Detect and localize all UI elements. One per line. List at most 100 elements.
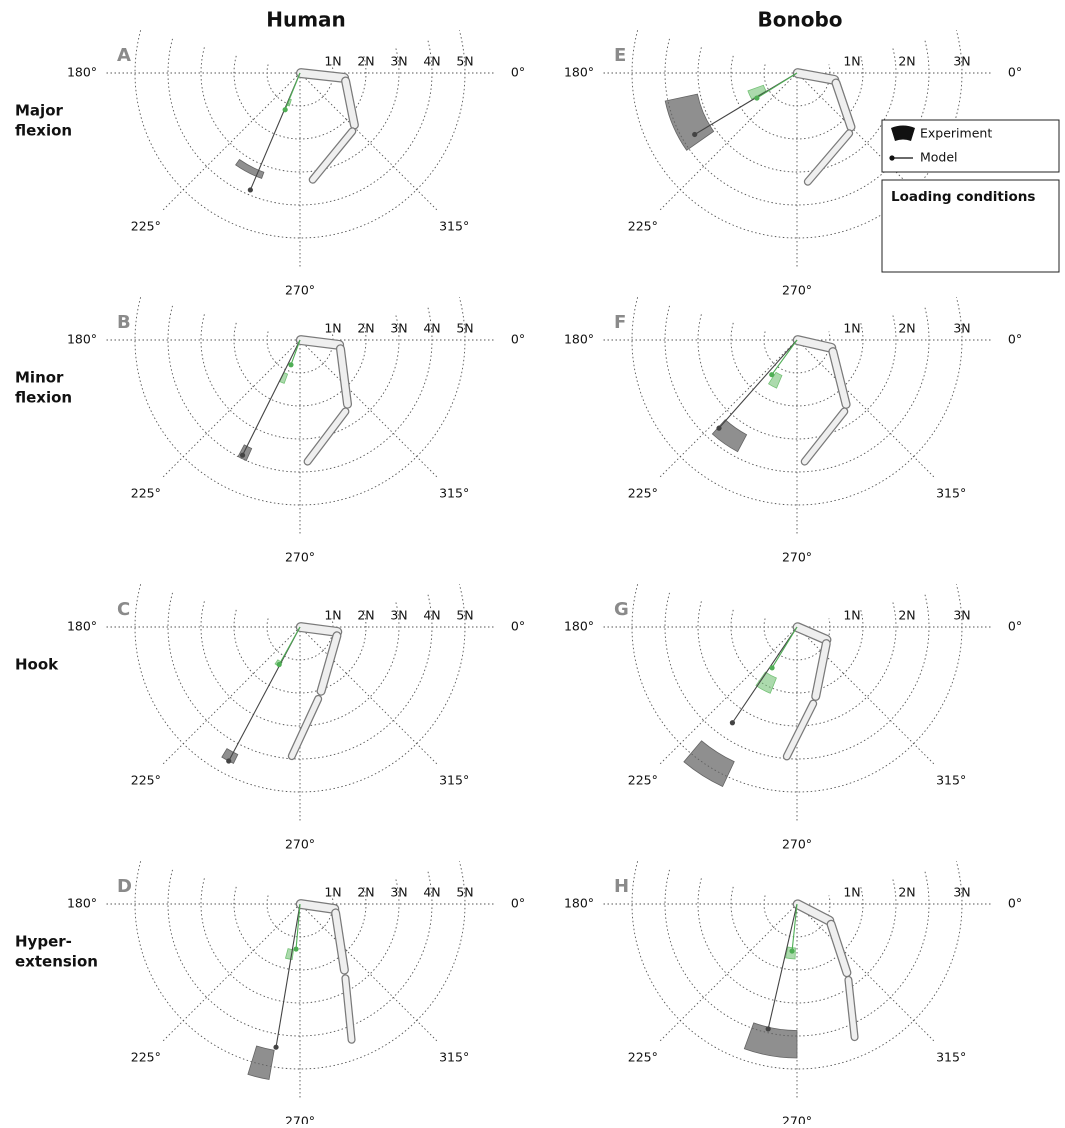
model-point: [716, 426, 721, 431]
bone: [301, 340, 339, 345]
panel-letter: D: [117, 876, 132, 897]
angle-label: 180°: [67, 619, 97, 634]
radial-tick-label: 1N: [324, 885, 341, 900]
radial-tick-label: 2N: [898, 54, 915, 69]
radial-tick-label: 5N: [456, 885, 473, 900]
angle-label: 0°: [1008, 65, 1022, 80]
panel-letter: H: [614, 876, 629, 897]
angle-label: 270°: [285, 837, 315, 852]
experiment-wedge: [248, 1046, 274, 1079]
bone: [301, 904, 335, 909]
angle-label: 0°: [511, 896, 525, 911]
angle-label: 315°: [439, 1050, 469, 1065]
model-point: [766, 1026, 771, 1031]
bone: [836, 83, 851, 127]
experiment-wedge: [684, 741, 734, 787]
legend: Experiment Model Loading conditions: [882, 120, 1059, 272]
model-line: [768, 904, 797, 1029]
bone: [798, 340, 832, 348]
polar-panel: 180°225°270°315°0°1N2N3NH: [564, 861, 1022, 1124]
radial-tick-label: 1N: [324, 321, 341, 336]
radial-tick-label: 2N: [898, 608, 915, 623]
model-point: [789, 948, 794, 953]
radial-tick-label: 1N: [843, 321, 860, 336]
panel-letter: G: [614, 599, 629, 620]
radial-tick-label: 3N: [953, 321, 970, 336]
angle-label: 180°: [67, 65, 97, 80]
panel-letter: F: [614, 312, 626, 333]
bone: [848, 980, 854, 1037]
bone: [308, 411, 346, 461]
angle-label: 225°: [131, 773, 161, 788]
model-point: [277, 662, 282, 667]
radial-tick-label: 2N: [357, 54, 374, 69]
model-point: [240, 453, 245, 458]
angle-label: 225°: [628, 219, 658, 234]
model-line: [243, 340, 300, 455]
grid-spoke: [659, 340, 797, 478]
panel-letter: A: [117, 45, 131, 66]
model-point: [273, 1045, 278, 1050]
experiment-wedge: [665, 94, 713, 150]
radial-tick-label: 2N: [898, 885, 915, 900]
polar-panel: 180°225°270°315°0°1N2N3NG: [564, 584, 1022, 851]
model-point: [283, 107, 288, 112]
model-point: [730, 720, 735, 725]
angle-label: 315°: [439, 219, 469, 234]
model-point: [769, 372, 774, 377]
model-line: [772, 627, 797, 668]
radial-tick-label: 1N: [324, 54, 341, 69]
panel-letter: C: [117, 599, 130, 620]
panel-letter: B: [117, 312, 131, 333]
angle-label: 0°: [1008, 619, 1022, 634]
angle-label: 270°: [782, 837, 812, 852]
bone: [301, 73, 344, 78]
model-point: [754, 95, 759, 100]
row-label: flexion: [15, 122, 72, 140]
radial-tick-label: 3N: [390, 54, 407, 69]
radial-tick-label: 1N: [843, 54, 860, 69]
legend-label: Experiment: [920, 126, 992, 141]
model-line: [719, 340, 797, 428]
bone: [336, 913, 345, 970]
angle-label: 270°: [782, 283, 812, 298]
model-line: [279, 627, 300, 665]
angle-label: 180°: [67, 332, 97, 347]
radial-tick-label: 1N: [843, 885, 860, 900]
angle-label: 270°: [285, 283, 315, 298]
bone: [805, 411, 845, 461]
radial-tick-label: 1N: [324, 608, 341, 623]
angle-label: 315°: [439, 486, 469, 501]
angle-label: 180°: [67, 896, 97, 911]
angle-label: 315°: [936, 486, 966, 501]
angle-label: 225°: [131, 219, 161, 234]
bone: [340, 349, 347, 404]
panel-letter: E: [614, 45, 626, 66]
row-label: Hook: [15, 656, 59, 674]
angle-label: 180°: [564, 896, 594, 911]
radial-tick-label: 2N: [898, 321, 915, 336]
model-point: [288, 362, 293, 367]
row-label: flexion: [15, 389, 72, 407]
bone: [831, 924, 847, 972]
grid-spoke: [659, 627, 797, 765]
legend-title: Loading conditions: [891, 189, 1035, 205]
angle-label: 180°: [564, 619, 594, 634]
model-point: [293, 946, 298, 951]
angle-label: 315°: [936, 773, 966, 788]
radial-tick-label: 4N: [423, 608, 440, 623]
radial-tick-label: 2N: [357, 885, 374, 900]
bone: [346, 81, 355, 125]
column-title: Human: [266, 8, 346, 32]
experiment-wedge: [712, 420, 746, 452]
legend-label: Model: [920, 150, 958, 165]
angle-label: 0°: [511, 65, 525, 80]
angle-label: 270°: [285, 1114, 315, 1125]
radial-tick-label: 3N: [390, 608, 407, 623]
figure: Human Bonobo MajorflexionMinorflexionHoo…: [0, 0, 1065, 1124]
bone: [798, 904, 830, 920]
grid-spoke: [797, 340, 935, 478]
radial-tick-label: 3N: [953, 608, 970, 623]
